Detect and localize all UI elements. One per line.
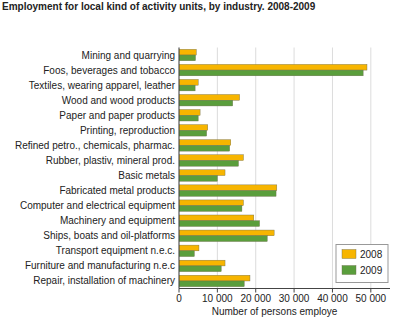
category-label: Refined petro., chemicals, pharmac. (15, 140, 175, 151)
category-label: Machinery and equipment (60, 215, 175, 226)
bar (179, 85, 195, 91)
bar (179, 200, 243, 206)
category-label: Ships, boats and oil-platforms (43, 230, 175, 241)
y-axis (179, 48, 180, 289)
category-label: Textiles, wearing apparel, leather (29, 80, 176, 91)
tick-label: 50 000 (356, 293, 387, 304)
bar (179, 79, 198, 85)
bar (179, 275, 250, 281)
bar (179, 70, 363, 76)
bar (179, 130, 207, 136)
grid-line (255, 48, 256, 289)
category-label: Paper and paper products (59, 110, 175, 121)
bar (179, 215, 254, 221)
category-label: Foos, beverages and tobacco (43, 65, 175, 76)
tick-label: 30 000 (279, 293, 310, 304)
bar (179, 260, 225, 266)
category-label: Mining and quarrying (82, 50, 175, 61)
category-label: Computer and electrical equipment (20, 200, 175, 211)
grid-line (217, 48, 218, 289)
tick-label: 40 000 (317, 293, 348, 304)
bar (179, 49, 196, 55)
category-label: Printing, reproduction (80, 125, 175, 136)
category-label: Wood and wood products (62, 95, 175, 106)
bar (179, 64, 367, 70)
x-axis-label: Number of persons employe (212, 306, 338, 317)
grid-line (332, 48, 333, 289)
bar (179, 125, 208, 131)
grid-line (294, 48, 295, 289)
legend (336, 245, 388, 283)
tick-label: 0 (176, 293, 182, 304)
category-label: Transport equipment n.e.c. (56, 245, 175, 256)
legend-swatch (342, 266, 356, 275)
x-axis (179, 288, 390, 289)
title: Employment for local kind of activity un… (2, 1, 316, 12)
tick-label: 10 000 (202, 293, 233, 304)
legend-swatch (342, 250, 356, 259)
bar (179, 206, 242, 212)
bar (179, 176, 217, 182)
legend-label: 2008 (360, 249, 383, 260)
bar (179, 115, 198, 121)
bar (179, 94, 240, 100)
bar (179, 155, 243, 161)
category-label: Furniture and manufacturing n.e.c (25, 260, 175, 271)
bar (179, 110, 200, 116)
category-label: Repair, installation of machinery (33, 275, 175, 286)
chart: Employment for local kind of activity un… (0, 0, 393, 321)
bar (179, 251, 194, 257)
bar (179, 170, 225, 176)
bar (179, 140, 231, 146)
category-label: Rubber, plastiv, mineral prod. (46, 155, 175, 166)
category-label: Basic metals (118, 170, 175, 181)
legend-label: 2009 (360, 265, 383, 276)
tick-label: 20 000 (240, 293, 271, 304)
bar (179, 100, 233, 106)
bar (179, 236, 267, 242)
bar (179, 245, 199, 251)
bar (179, 191, 276, 197)
bar (179, 266, 221, 272)
category-label: Fabricated metal products (59, 185, 175, 196)
grid-line (179, 48, 180, 289)
bar (179, 145, 230, 151)
bar (179, 230, 274, 236)
bar (179, 281, 244, 287)
bar (179, 221, 260, 227)
bar (179, 55, 195, 61)
bar (179, 160, 238, 166)
bar (179, 185, 277, 191)
